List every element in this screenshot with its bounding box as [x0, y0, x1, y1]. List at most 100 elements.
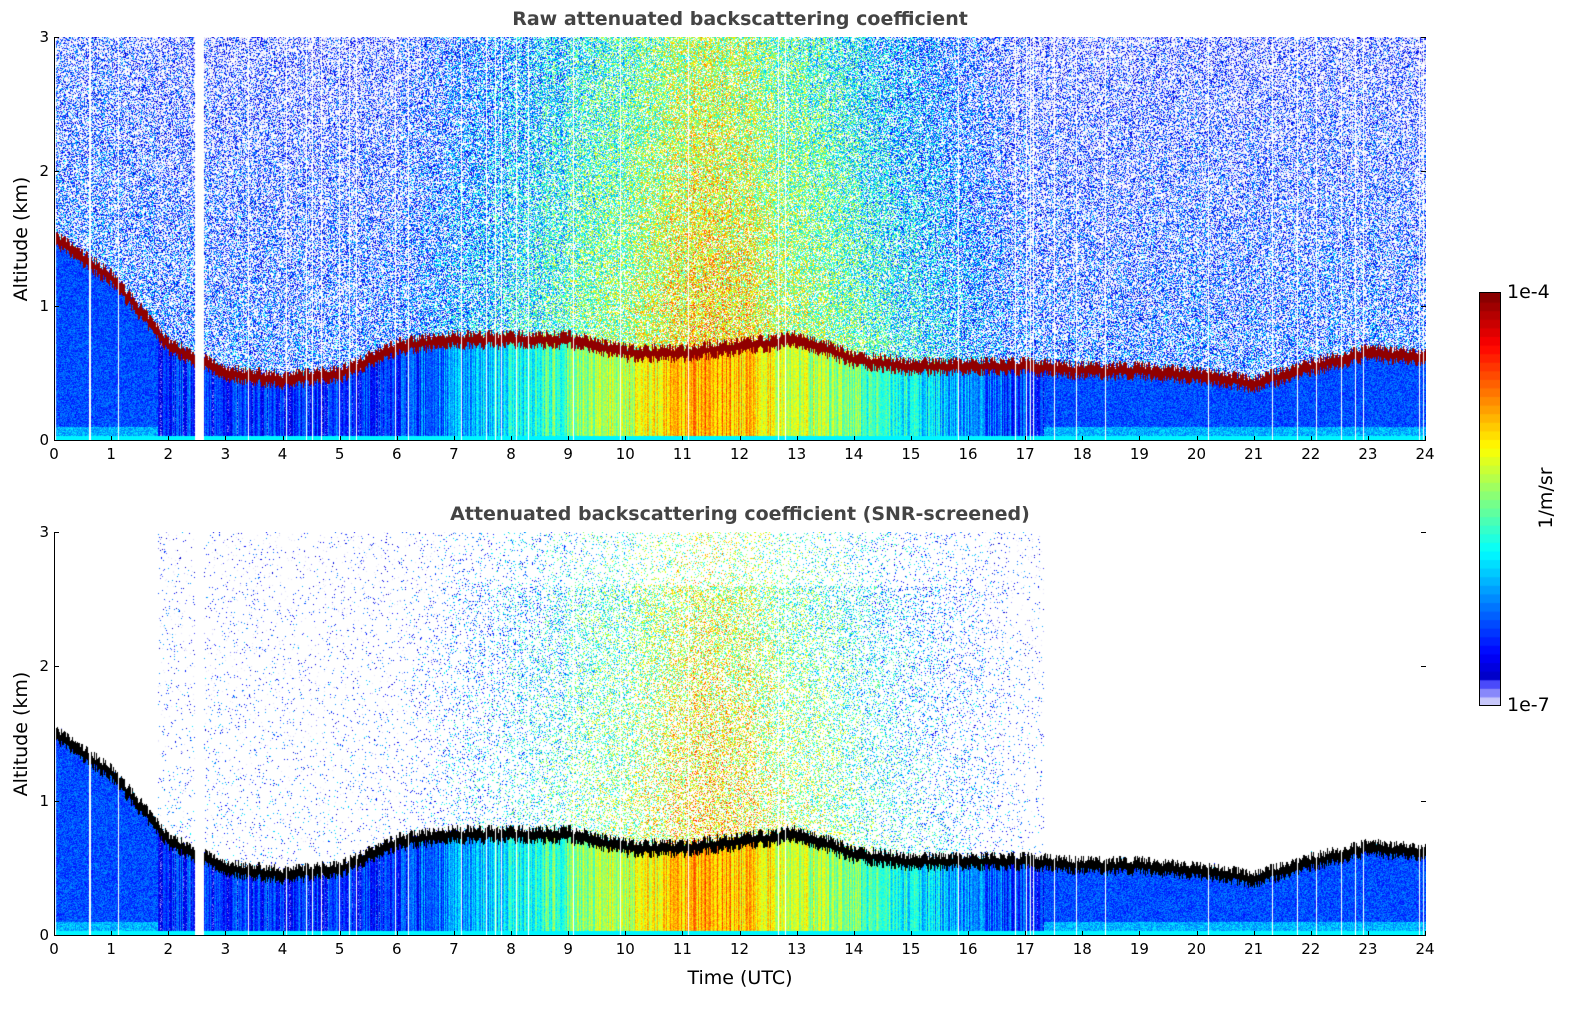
y-tick-mark-right — [1421, 440, 1426, 441]
x-tick-mark — [1425, 931, 1426, 936]
x-tick-label: 1 — [106, 445, 116, 463]
x-tick-mark — [1310, 931, 1312, 936]
x-tick-label: 3 — [220, 445, 231, 463]
x-tick-label: 4 — [277, 940, 288, 958]
y-axis-label: Altitude (km) — [10, 176, 32, 301]
y-tick-mark-right — [1421, 666, 1426, 668]
x-tick-label: 16 — [958, 445, 978, 463]
y-tick-mark — [54, 532, 59, 533]
x-tick-mark — [682, 436, 684, 441]
heatmap-image — [55, 37, 1426, 440]
x-tick-label: 0 — [49, 940, 59, 958]
x-tick-mark — [1253, 931, 1255, 936]
x-tick-mark — [54, 436, 55, 441]
x-tick-label: 12 — [729, 940, 750, 958]
x-tick-label: 9 — [563, 940, 573, 958]
x-tick-mark — [1025, 436, 1027, 441]
colorbar-gradient — [1480, 293, 1500, 705]
x-tick-mark — [1196, 436, 1198, 441]
x-tick-mark — [168, 436, 170, 441]
x-tick-label: 15 — [901, 940, 921, 958]
x-tick-label: 16 — [958, 940, 978, 958]
x-tick-label: 24 — [1415, 940, 1435, 958]
x-tick-label: 9 — [563, 445, 573, 463]
x-tick-label: 17 — [1015, 940, 1035, 958]
x-tick-label: 7 — [449, 940, 459, 958]
x-tick-mark — [1139, 436, 1141, 441]
x-tick-mark — [1310, 436, 1312, 441]
x-tick-mark — [339, 931, 341, 936]
x-tick-mark — [682, 931, 684, 936]
x-tick-label: 23 — [1358, 940, 1378, 958]
x-tick-label: 2 — [163, 445, 174, 463]
x-tick-mark — [111, 931, 113, 936]
x-tick-label: 12 — [729, 445, 750, 463]
x-tick-label: 23 — [1358, 445, 1378, 463]
x-tick-mark — [796, 436, 798, 441]
x-tick-label: 0 — [49, 445, 59, 463]
x-tick-mark — [1082, 931, 1084, 936]
y-tick-label: 1 — [39, 296, 49, 315]
y-tick-mark-right — [1421, 305, 1426, 307]
x-tick-label: 13 — [787, 940, 807, 958]
x-tick-mark — [739, 436, 741, 441]
x-tick-label: 5 — [334, 940, 345, 958]
x-axis-label: Time (UTC) — [687, 967, 793, 989]
x-tick-mark — [568, 436, 570, 441]
x-tick-mark — [396, 436, 398, 441]
x-tick-mark — [1025, 931, 1027, 936]
x-tick-mark — [453, 436, 455, 441]
x-tick-label: 11 — [672, 940, 692, 958]
x-tick-mark — [282, 931, 284, 936]
y-tick-mark-right — [1421, 37, 1426, 38]
chart-title: Attenuated backscattering coefficient (S… — [450, 503, 1030, 525]
x-tick-label: 8 — [506, 445, 516, 463]
x-tick-label: 6 — [391, 940, 402, 958]
x-tick-mark — [568, 931, 570, 936]
x-tick-label: 18 — [1072, 445, 1092, 463]
y-axis-label: Altitude (km) — [10, 671, 32, 796]
x-tick-label: 22 — [1301, 940, 1321, 958]
x-tick-label: 3 — [220, 940, 231, 958]
x-tick-label: 21 — [1244, 445, 1264, 463]
x-tick-mark — [54, 931, 55, 936]
x-tick-label: 14 — [844, 445, 864, 463]
colorbar — [1479, 292, 1501, 706]
x-tick-mark — [968, 436, 969, 441]
y-tick-mark — [54, 800, 59, 802]
x-tick-label: 24 — [1415, 445, 1435, 463]
x-tick-mark — [1253, 436, 1255, 441]
x-tick-label: 7 — [449, 445, 459, 463]
y-tick-label: 0 — [39, 926, 49, 944]
x-tick-label: 22 — [1301, 445, 1321, 463]
colorbar-unit-label: 1/m/sr — [1535, 467, 1557, 529]
x-tick-label: 19 — [1129, 445, 1149, 463]
x-tick-label: 5 — [334, 445, 345, 463]
y-tick-label: 0 — [39, 431, 49, 449]
x-tick-mark — [1082, 436, 1084, 441]
colorbar-max-label: 1e-4 — [1507, 281, 1550, 303]
y-tick-mark-right — [1421, 935, 1426, 936]
y-tick-mark — [54, 440, 59, 441]
x-tick-mark — [396, 931, 398, 936]
x-tick-mark — [339, 436, 341, 441]
x-tick-label: 8 — [506, 940, 516, 958]
x-tick-mark — [225, 931, 227, 936]
x-tick-label: 20 — [1186, 445, 1207, 463]
x-tick-label: 10 — [615, 445, 635, 463]
x-tick-label: 2 — [163, 940, 174, 958]
x-tick-mark — [511, 436, 512, 441]
y-tick-mark — [54, 305, 59, 307]
x-tick-label: 17 — [1015, 445, 1035, 463]
colorbar-min-label: 1e-7 — [1507, 694, 1550, 716]
x-tick-mark — [625, 931, 627, 936]
y-tick-mark — [54, 37, 59, 38]
x-tick-label: 15 — [901, 445, 921, 463]
x-tick-mark — [853, 931, 855, 936]
x-tick-mark — [1367, 931, 1369, 936]
x-tick-mark — [968, 931, 969, 936]
x-tick-label: 14 — [844, 940, 864, 958]
x-tick-label: 11 — [672, 445, 692, 463]
x-tick-label: 21 — [1244, 940, 1264, 958]
x-tick-mark — [453, 931, 455, 936]
